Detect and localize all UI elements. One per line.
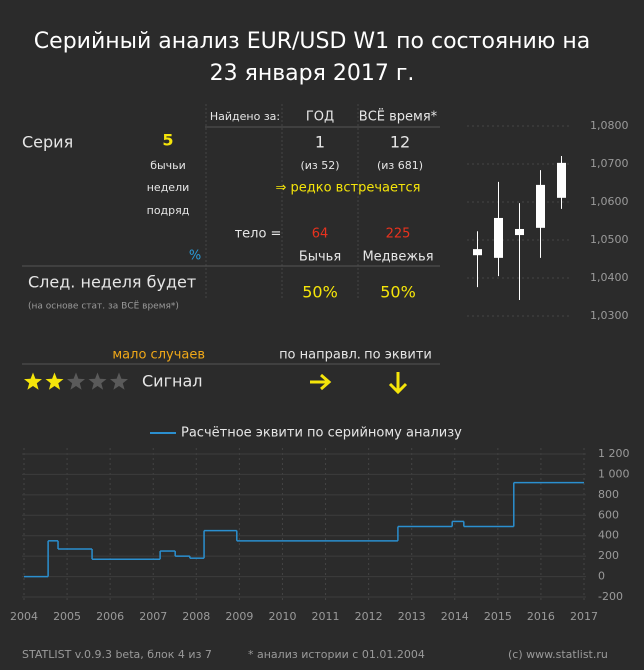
signal-warning: мало случаев	[112, 348, 205, 363]
series-length: 5	[162, 131, 173, 150]
rating-star	[88, 372, 107, 390]
count-of: (из 52)	[300, 159, 339, 172]
footer-copyright: (c) www.statlist.ru	[508, 648, 608, 661]
body-label: тело =	[235, 227, 282, 242]
x-tick-label: 2015	[484, 610, 512, 623]
x-tick-label: 2011	[312, 610, 340, 623]
y-tick-label: 1,0300	[590, 309, 629, 322]
equity-arrow	[388, 372, 408, 395]
y-tick-label: 200	[598, 549, 619, 562]
y-tick-label: -200	[598, 590, 623, 603]
rating-star	[24, 372, 42, 390]
x-tick-label: 2005	[53, 610, 81, 623]
body-value: 64	[312, 227, 329, 242]
count: 12	[390, 133, 410, 152]
candle-body	[473, 249, 482, 256]
column-header: ВСЁ время*	[359, 109, 438, 125]
x-tick-label: 2013	[398, 610, 426, 623]
y-tick-label: 1,0500	[590, 233, 629, 246]
y-tick-label: 1 000	[598, 467, 630, 480]
rarity: ⇒ редко встречается	[275, 181, 420, 196]
probability: 50%	[380, 283, 416, 302]
y-tick-label: 800	[598, 488, 619, 501]
signal-header: по эквити	[364, 348, 432, 363]
x-tick-label: 2006	[96, 610, 124, 623]
title-line: 23 января 2017 г.	[210, 61, 415, 86]
y-tick-label: 400	[598, 529, 619, 542]
rating-star	[110, 372, 128, 390]
probability: 50%	[302, 283, 338, 302]
x-tick-label: 2007	[139, 610, 167, 623]
next-week-label: След. неделя будет	[28, 273, 196, 292]
signal-label: Сигнал	[142, 372, 202, 391]
rating-star	[45, 372, 64, 390]
y-tick-label: 1,0400	[590, 271, 629, 284]
series-desc: подряд	[147, 204, 190, 217]
footer-version: STATLIST v.0.9.3 beta, блок 4 из 7	[22, 648, 212, 661]
x-tick-label: 2008	[182, 610, 210, 623]
x-tick-label: 2012	[355, 610, 383, 623]
y-tick-label: 1,0700	[590, 157, 629, 170]
candle-body	[557, 162, 566, 198]
x-tick-label: 2016	[527, 610, 555, 623]
outcome-header: Бычья	[299, 250, 341, 265]
title-line: Серийный анализ EUR/USD W1 по состоянию …	[34, 29, 590, 54]
y-tick-label: 0	[598, 570, 605, 583]
signal-header: по направл.	[279, 348, 361, 363]
x-tick-label: 2014	[441, 610, 469, 623]
series-label: Серия	[22, 133, 73, 152]
candle-body	[515, 228, 524, 236]
body-value: 225	[386, 227, 411, 242]
rating-star	[67, 372, 85, 390]
percent-sign: %	[189, 249, 201, 264]
y-tick-label: 1,0800	[590, 119, 629, 132]
candle-body	[494, 217, 503, 258]
legend-label: Расчётное эквити по серийному анализу	[181, 426, 462, 441]
y-tick-label: 1 200	[598, 447, 630, 460]
y-tick-label: 600	[598, 508, 619, 521]
series-desc: недели	[147, 181, 190, 194]
x-tick-label: 2009	[225, 610, 253, 623]
x-tick-label: 2004	[10, 610, 38, 623]
column-header: ГОД	[306, 110, 334, 125]
footer-note: * анализ истории с 01.01.2004	[248, 648, 425, 661]
found-label: Найдено за:	[210, 110, 280, 123]
count-of: (из 681)	[377, 159, 423, 172]
next-week-note: (на основе стат. за ВСЁ время*)	[28, 301, 179, 312]
candle-body	[536, 184, 545, 228]
series-desc: бычьи	[150, 159, 186, 172]
y-tick-label: 1,0600	[590, 195, 629, 208]
x-tick-label: 2017	[570, 610, 598, 623]
count: 1	[315, 133, 325, 152]
x-tick-label: 2010	[268, 610, 296, 623]
direction-arrow	[310, 373, 332, 391]
outcome-header: Медвежья	[362, 250, 433, 265]
